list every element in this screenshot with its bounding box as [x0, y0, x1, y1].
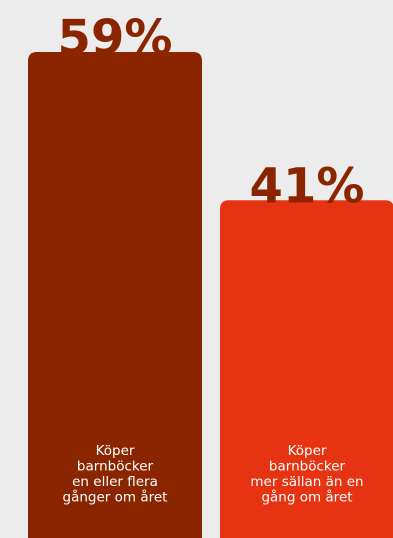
- bar-1: [28, 52, 202, 538]
- category-label-line: en eller flera: [72, 474, 158, 490]
- category-label-line: Köper: [288, 443, 327, 459]
- category-label-2: Köper barnböcker mer sällan än en gång om å…: [250, 443, 363, 506]
- labels-layer: Köper barnböcker en eller flera gånger om å…: [63, 443, 364, 506]
- category-label-line: barnböcker: [269, 459, 346, 475]
- category-label-line: gång om året: [261, 489, 352, 506]
- category-label-line: gånger om året: [63, 489, 168, 506]
- category-label-line: Köper: [96, 443, 135, 459]
- category-label-1: Köper barnböcker en eller flera gånger om å…: [63, 443, 168, 506]
- bars-layer: [28, 52, 393, 538]
- bar-value-label-1: 59%: [58, 10, 173, 66]
- category-label-line: mer sällan än en: [250, 474, 363, 490]
- bar-2: [220, 200, 393, 538]
- bar-value-label-2: 41%: [250, 158, 365, 214]
- values-layer: 59% 41%: [58, 10, 365, 214]
- category-label-line: barnböcker: [77, 459, 154, 475]
